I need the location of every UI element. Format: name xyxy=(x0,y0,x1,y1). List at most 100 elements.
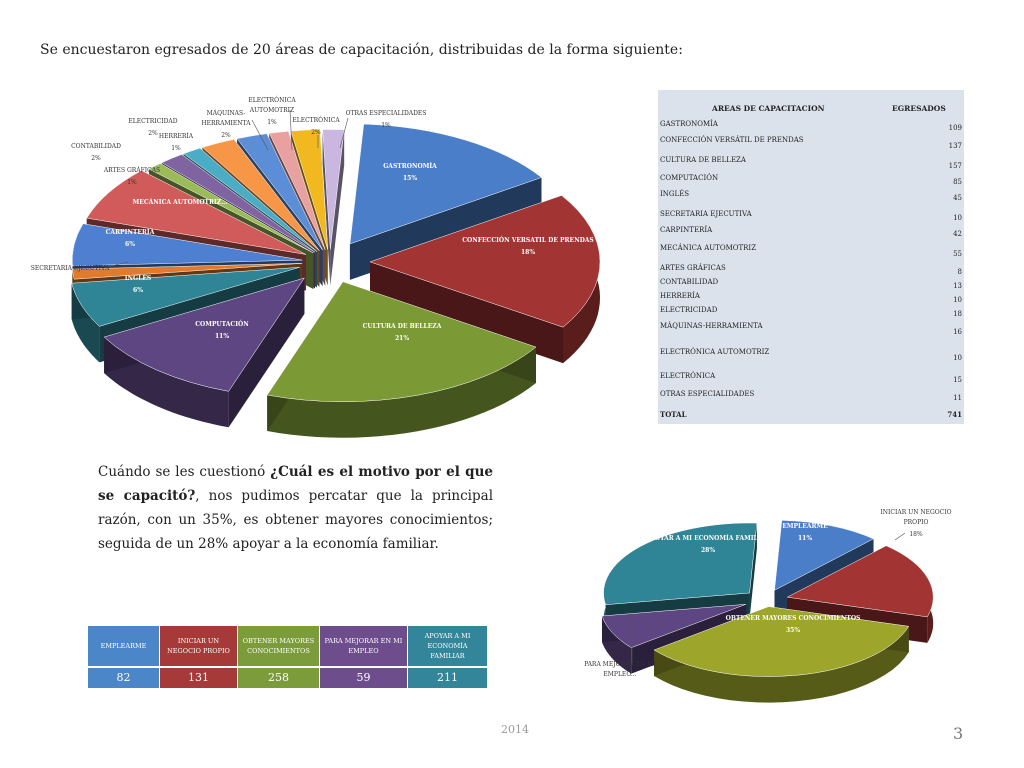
motive-table-header: INICIAR UN NEGOCIO PROPIO xyxy=(160,626,237,666)
areas-pie-outside-label: SECRETARIA EJECUTIVA xyxy=(31,265,110,272)
areas-table-row-name: CONTABILIDAD xyxy=(660,278,719,286)
areas-table-row-value: 42 xyxy=(953,230,962,238)
areas-pie-outside-label: ARTES GRÁFICAS xyxy=(103,167,160,174)
areas-pie-slice-wall xyxy=(369,261,563,364)
areas-table-row-name: CULTURA DE BELLEZA xyxy=(660,156,746,164)
motive-table-header: APOYAR A MI ECONOMÍA FAMILIAR xyxy=(408,626,487,666)
areas-pie-slice xyxy=(86,170,307,255)
areas-table-row-value: 137 xyxy=(948,142,962,150)
page-number: 3 xyxy=(953,724,964,743)
motive-pie-slice-label: OBTENER MAYORES CONOCIMIENTOS xyxy=(726,615,861,622)
areas-pie-slice xyxy=(183,147,318,252)
areas-pie-slice xyxy=(369,195,601,328)
footer-year: 2014 xyxy=(501,723,529,736)
areas-table-row-value: 10 xyxy=(953,296,962,304)
areas-pie-slice-label: GASTRONOMÍA xyxy=(383,163,437,170)
areas-pie-outside-pct: 1% xyxy=(381,122,391,129)
areas-table-row-name: OTRAS ESPECIALIDADES xyxy=(660,390,755,398)
page-heading: Se encuestaron egresados de 20 áreas de … xyxy=(40,42,683,58)
areas-pie-outside-label: MÁQUINAS- xyxy=(207,110,246,117)
areas-pie-outside-pct: 1% xyxy=(127,179,137,186)
areas-pie-outside-label: ELECTRICIDAD xyxy=(128,118,177,125)
motive-table-header: EMPLEARME xyxy=(88,626,159,666)
motive-pie-outside-label: EMPLEO... xyxy=(603,671,636,678)
areas-table-row-value: 18 xyxy=(953,310,962,318)
areas-table-row-name: ARTES GRÁFICAS xyxy=(660,264,726,272)
motive-pie-slice-wall xyxy=(749,523,757,619)
areas-table-row-value: 109 xyxy=(948,124,962,132)
motive-table-value: 211 xyxy=(408,668,487,688)
motive-pie-outside-pct: 18% xyxy=(909,531,923,538)
areas-pie-outside-pct: 2% xyxy=(91,155,101,162)
motive-pie-slice xyxy=(774,520,875,591)
paragraph-text-start: Cuándo se les cuestionó xyxy=(98,464,271,480)
motive-pie-outside-label: PROPIO xyxy=(904,519,929,526)
areas-pie-slice-label: MECÁNICA AUTOMOTRIZ... xyxy=(133,199,228,206)
motive-pie-slice xyxy=(653,606,910,677)
areas-pie-slice xyxy=(71,223,303,267)
areas-table-header-area: AREAS DE CAPACITACION xyxy=(712,104,825,113)
motive-table-value: 258 xyxy=(238,668,319,688)
areas-pie-outside-label: ELECTRÓNICA xyxy=(248,96,296,104)
areas-pie-outside-pct: 2% xyxy=(221,132,231,139)
areas-table-row-value: 45 xyxy=(953,194,962,202)
areas-table-row-name: MÁQUINAS-HERRAMIENTA xyxy=(660,322,763,330)
areas-pie-slice xyxy=(268,131,326,250)
areas-pie-slice xyxy=(266,281,537,402)
areas-table-row-value: 8 xyxy=(957,268,962,276)
areas-pie-slice xyxy=(148,163,314,254)
areas-table-row-value: 13 xyxy=(953,282,962,290)
areas-pie-slice-pct: 18% xyxy=(521,249,535,256)
motive-pie-slice xyxy=(786,545,934,618)
areas-pie-slice-label: CARPINTERÍA xyxy=(106,229,155,236)
areas-pie-slice-wall xyxy=(330,129,345,286)
areas-table: AREAS DE CAPACITACION EGRESADOS GASTRONO… xyxy=(658,90,964,424)
motive-pie-slice-label: APOYAR A MI ECONOMÍA FAMILIAR xyxy=(645,535,771,542)
areas-pie-slice xyxy=(236,133,323,251)
areas-pie-leader-line xyxy=(103,261,129,269)
areas-table-row-name: HERRERÍA xyxy=(660,292,700,300)
areas-table-row-name: ELECTRÓNICA xyxy=(660,372,716,380)
areas-pie-slice-pct: 21% xyxy=(395,335,409,342)
areas-pie-outside-pct: 1% xyxy=(267,119,277,126)
motive-table-value: 82 xyxy=(88,668,159,688)
motive-pie-slice xyxy=(601,604,746,648)
areas-pie-slice-label: CULTURA DE BELLEZA xyxy=(363,323,442,330)
areas-table-row-name: GASTRONOMÍA xyxy=(660,120,718,128)
paragraph-text-end: , nos pudimos percatar que la principal … xyxy=(98,488,494,552)
areas-table-row-value: 55 xyxy=(953,250,962,258)
areas-pie-slice-label: COMPUTACIÓN xyxy=(195,320,249,328)
areas-table-row-value: 10 xyxy=(953,354,962,362)
areas-pie-slice-pct: 11% xyxy=(215,333,229,340)
areas-table-row-name: SECRETARIA EJECUTIVA xyxy=(660,210,752,218)
areas-pie-slice-pct: 6% xyxy=(133,287,143,294)
areas-pie-slice xyxy=(72,263,303,280)
areas-pie-slice xyxy=(161,154,316,253)
motive-pie-slice-pct: 35% xyxy=(786,627,800,634)
areas-pie-outside-label: AUTOMOTRIZ xyxy=(249,107,294,114)
areas-table-row-value: 11 xyxy=(953,394,962,402)
motive-table-value: 131 xyxy=(160,668,237,688)
areas-table-header-count: EGRESADOS xyxy=(892,104,946,113)
areas-pie-slice-pct: 6% xyxy=(125,241,135,248)
motive-pie-slice-label: EMPLEARME xyxy=(782,523,828,530)
paragraph-question: ¿Cuál es el motivo por el que se capacit… xyxy=(98,464,493,504)
areas-table-row-name: INGLÉS xyxy=(660,190,690,198)
areas-table-row-value: 16 xyxy=(953,328,962,336)
motive-table-value: 59 xyxy=(320,668,407,688)
areas-pie-outside-pct: 1% xyxy=(171,145,181,152)
areas-pie-slice xyxy=(322,129,345,250)
areas-pie-leader-line xyxy=(289,109,293,151)
areas-pie-slice xyxy=(349,123,543,245)
motive-pie-slice xyxy=(603,522,758,605)
motive-pie-slice-pct: 28% xyxy=(701,547,715,554)
areas-pie-outside-label: HERRAMIENTA xyxy=(201,120,251,127)
areas-table-total-label: TOTAL xyxy=(660,410,687,419)
areas-table-row-value: 157 xyxy=(948,162,962,170)
areas-table-total-value: 741 xyxy=(947,410,962,419)
areas-pie-outside-label: OTRAS ESPECIALIDADES xyxy=(346,110,427,117)
areas-table-row-name: CARPINTERÍA xyxy=(660,226,713,234)
areas-pie-slice-label: INGLÉS xyxy=(125,274,152,282)
areas-pie-leader-line xyxy=(339,117,349,149)
